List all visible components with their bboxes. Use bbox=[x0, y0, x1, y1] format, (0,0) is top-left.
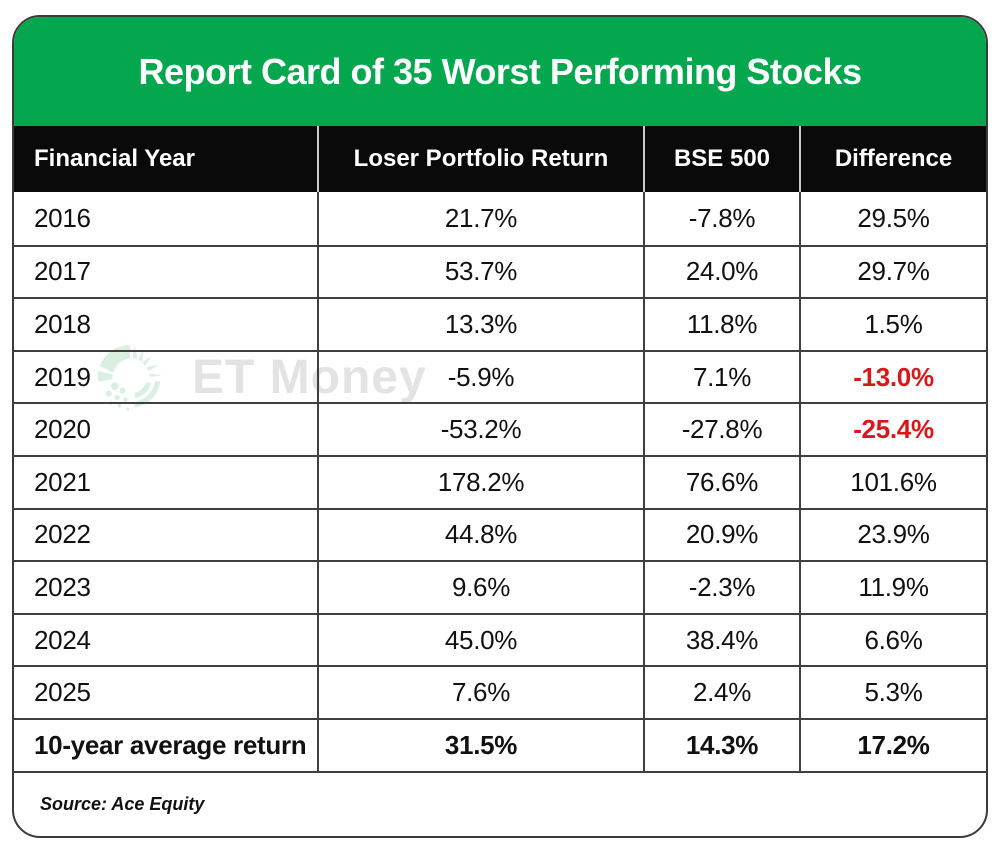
table-row: 2019 -5.9% 7.1% -13.0% bbox=[14, 349, 986, 403]
year-cell: 2016 bbox=[14, 192, 319, 245]
table-header-row: Financial Year Loser Portfolio Return BS… bbox=[14, 126, 986, 192]
value-cell: 17.2% bbox=[857, 729, 930, 760]
value-cell: 101.6% bbox=[850, 466, 937, 497]
year-cell: 2025 bbox=[14, 667, 319, 718]
value-cell: 7.6% bbox=[319, 667, 645, 718]
source-note: Source: Ace Equity bbox=[14, 770, 986, 836]
source-text: Source: Ace Equity bbox=[40, 793, 205, 814]
year-cell: 2018 bbox=[14, 299, 319, 350]
value-cell: 44.8% bbox=[319, 509, 645, 561]
value-cell: 6.6% bbox=[864, 624, 923, 655]
value-cell: 76.6% bbox=[645, 456, 801, 508]
value-cell: 5.3% bbox=[864, 677, 923, 708]
value-cell: -7.8% bbox=[645, 192, 801, 245]
table-row: 2021 178.2% 76.6% 101.6% bbox=[14, 454, 986, 508]
value-cell: -53.2% bbox=[319, 404, 645, 455]
table-row: 2020 -53.2% -27.8% -25.4% bbox=[14, 402, 986, 455]
column-header-bse-500: BSE 500 bbox=[645, 126, 801, 192]
table-row: 2025 7.6% 2.4% 5.3% bbox=[14, 665, 986, 718]
value-cell: 11.8% bbox=[645, 299, 801, 350]
value-cell: 14.3% bbox=[645, 719, 801, 771]
table-row: 2018 13.3% 11.8% 1.5% bbox=[14, 297, 986, 350]
table-body: 2016 21.7% -7.8% 29.5% 2017 53.7% 24.0% 29.7% 20… bbox=[14, 192, 986, 771]
column-header-difference: Difference bbox=[834, 145, 953, 172]
table-row: 2017 53.7% 24.0% 29.7% bbox=[14, 244, 986, 298]
value-cell: 23.9% bbox=[857, 519, 930, 550]
value-cell: 29.7% bbox=[857, 256, 930, 287]
table-row: 2016 21.7% -7.8% 29.5% bbox=[14, 192, 986, 245]
column-header-loser-portfolio-return: Loser Portfolio Return bbox=[319, 126, 645, 192]
value-cell: 9.6% bbox=[319, 562, 645, 613]
year-cell: 10-year average return bbox=[14, 719, 319, 771]
value-cell: 13.3% bbox=[319, 299, 645, 350]
page-title: Report Card of 35 Worst Performing Stock… bbox=[138, 50, 862, 92]
table-row: 10-year average return 31.5% 14.3% 17.2% bbox=[14, 717, 986, 771]
value-cell: 53.7% bbox=[319, 246, 645, 298]
table-row: 2022 44.8% 20.9% 23.9% bbox=[14, 507, 986, 561]
value-cell: 20.9% bbox=[645, 509, 801, 561]
value-cell: 11.9% bbox=[858, 571, 929, 602]
value-cell: -5.9% bbox=[319, 351, 645, 403]
column-header-financial-year: Financial Year bbox=[14, 126, 319, 192]
value-cell: -27.8% bbox=[645, 404, 801, 455]
value-cell: -25.4% bbox=[853, 414, 934, 445]
year-cell: 2017 bbox=[14, 246, 319, 298]
year-cell: 2023 bbox=[14, 562, 319, 613]
year-cell: 2020 bbox=[14, 404, 319, 455]
value-cell: 7.1% bbox=[645, 351, 801, 403]
title-banner: Report Card of 35 Worst Performing Stock… bbox=[14, 17, 986, 126]
value-cell: 21.7% bbox=[319, 192, 645, 245]
value-cell: 1.5% bbox=[864, 308, 923, 339]
value-cell: -13.0% bbox=[853, 361, 934, 392]
table-row: 2023 9.6% -2.3% 11.9% bbox=[14, 560, 986, 613]
value-cell: 29.5% bbox=[857, 202, 930, 233]
value-cell: 31.5% bbox=[319, 719, 645, 771]
year-cell: 2019 bbox=[14, 351, 319, 403]
year-cell: 2022 bbox=[14, 509, 319, 561]
report-card: ET Money Report Card of 35 Worst Perform… bbox=[12, 15, 988, 838]
year-cell: 2024 bbox=[14, 614, 319, 666]
value-cell: 38.4% bbox=[645, 614, 801, 666]
value-cell: 178.2% bbox=[319, 456, 645, 508]
value-cell: 2.4% bbox=[645, 667, 801, 718]
table-row: 2024 45.0% 38.4% 6.6% bbox=[14, 612, 986, 666]
value-cell: 45.0% bbox=[319, 614, 645, 666]
value-cell: -2.3% bbox=[645, 562, 801, 613]
year-cell: 2021 bbox=[14, 456, 319, 508]
value-cell: 24.0% bbox=[645, 246, 801, 298]
